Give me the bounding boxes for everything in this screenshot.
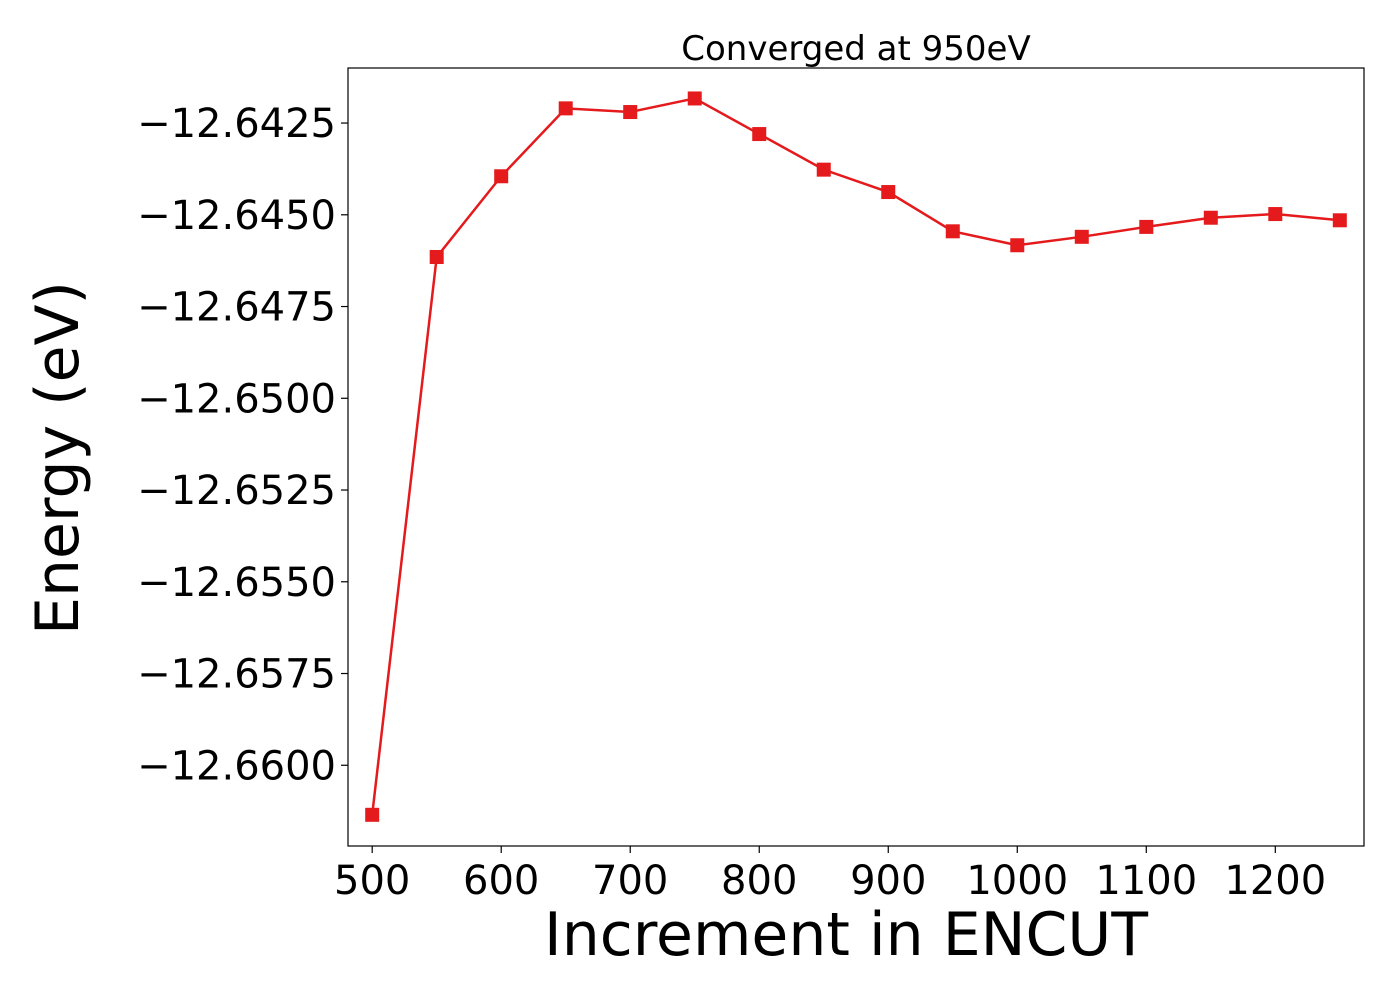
y-tick-label: −12.6425: [137, 101, 336, 147]
chart-title: Converged at 950eV: [681, 29, 1030, 69]
plot-frame: [347, 67, 1365, 847]
data-point: [558, 101, 573, 116]
data-point: [494, 169, 509, 184]
data-point: [752, 127, 767, 142]
data-point: [429, 249, 444, 264]
x-tick-label: 1100: [1095, 858, 1197, 904]
x-tick-label: 800: [721, 858, 797, 904]
y-axis: −12.6425 −12.6450 −12.6475 −12.6500 −12.6525…: [137, 101, 348, 789]
y-tick-label: −12.6450: [137, 193, 336, 239]
x-tick-label: 900: [850, 858, 926, 904]
y-axis-label: Energy (eV): [23, 281, 93, 635]
y-tick-label: −12.6575: [137, 652, 336, 698]
y-tick-label: −12.6600: [137, 743, 336, 789]
data-point: [1203, 210, 1218, 225]
data-point: [1139, 219, 1154, 234]
x-tick-label: 700: [592, 858, 668, 904]
x-axis: 500 600 700 800 900 1000 1100 1200: [334, 846, 1326, 904]
y-tick-label: −12.6550: [137, 560, 336, 606]
x-axis-label: Increment in ENCUT: [544, 900, 1148, 970]
x-tick-label: 600: [463, 858, 539, 904]
data-point: [1268, 207, 1283, 222]
data-point: [1010, 238, 1025, 253]
data-point: [816, 162, 831, 177]
data-point: [945, 224, 960, 239]
data-point: [1074, 229, 1089, 244]
data-point: [365, 807, 380, 822]
y-tick-label: −12.6500: [137, 376, 336, 422]
series-line: [370, 97, 1340, 815]
x-tick-label: 500: [334, 858, 410, 904]
data-point: [881, 185, 896, 200]
data-point: [1332, 213, 1347, 228]
y-tick-label: −12.6475: [137, 285, 336, 331]
data-point: [687, 91, 702, 106]
y-tick-label: −12.6525: [137, 468, 336, 514]
x-tick-label: 1200: [1224, 858, 1326, 904]
plot-area: [365, 91, 1347, 822]
x-tick-label: 1000: [966, 858, 1068, 904]
data-point: [623, 105, 638, 120]
